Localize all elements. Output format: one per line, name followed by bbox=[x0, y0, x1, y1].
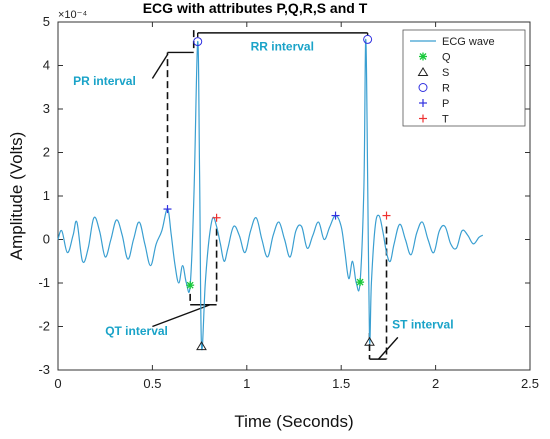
x-tick-label: 2.5 bbox=[521, 376, 539, 391]
marker-q-stroke bbox=[356, 278, 364, 286]
x-tick-label: 0 bbox=[54, 376, 61, 391]
annotation-rr-interval: RR interval bbox=[251, 39, 314, 53]
wave-layer bbox=[57, 38, 484, 351]
marker-layer bbox=[163, 34, 391, 351]
legend-label-p: P bbox=[442, 98, 449, 110]
legend-swatch-s bbox=[417, 67, 429, 76]
marker-q bbox=[356, 278, 365, 287]
marker-s bbox=[364, 336, 375, 346]
x-tick-label: 1 bbox=[243, 376, 250, 391]
legend-box bbox=[402, 29, 526, 127]
y-tick-label: 5 bbox=[43, 14, 50, 29]
annotation-text-layer: PR interval RR interval QT interval ST inte… bbox=[73, 39, 453, 338]
y-tick-label: 3 bbox=[43, 101, 50, 116]
y-tick-label: -3 bbox=[38, 362, 50, 377]
x-tick-label: 0.5 bbox=[143, 376, 161, 391]
marker-r bbox=[363, 34, 373, 44]
ticks-layer: 0 0.5 1 1.5 2 2.5 -3 -2 -1 0 1 2 3 4 5 bbox=[38, 14, 539, 391]
marker-s-shape bbox=[364, 336, 375, 346]
y-tick-label: 1 bbox=[43, 188, 50, 203]
x-axis-title: Time (Seconds) bbox=[234, 412, 353, 431]
legend-swatch-q-stroke bbox=[419, 53, 427, 60]
marker-t bbox=[212, 213, 221, 222]
marker-r-shape bbox=[193, 37, 203, 47]
marker-q bbox=[186, 281, 195, 290]
y-tick-label: 0 bbox=[43, 232, 50, 247]
marker-r bbox=[193, 37, 203, 47]
marker-t bbox=[382, 211, 391, 220]
y-tick-label: 2 bbox=[43, 145, 50, 160]
legend-swatch-r bbox=[418, 83, 428, 92]
marker-s bbox=[196, 341, 207, 351]
annotation-st-interval: ST interval bbox=[392, 318, 453, 332]
chart-title: ECG with attributes P,Q,R,S and T bbox=[143, 0, 368, 16]
marker-q-stroke bbox=[186, 281, 194, 289]
annotation-lines bbox=[151, 28, 399, 360]
annotation-qt-interval: QT interval bbox=[105, 324, 168, 338]
y-tick-label: 4 bbox=[43, 58, 50, 73]
legend-swatch-p bbox=[419, 99, 427, 107]
ecg-wave-line bbox=[57, 38, 484, 351]
legend-label-ecg-wave: ECG wave bbox=[442, 36, 495, 48]
y-tick-label: -1 bbox=[38, 275, 50, 290]
marker-s-shape bbox=[196, 341, 207, 351]
st-interval-pointer bbox=[377, 336, 399, 360]
legend-swatch-q bbox=[419, 52, 427, 61]
y-tick-label: -2 bbox=[38, 319, 50, 334]
legend-label-r: R bbox=[442, 83, 450, 95]
x-tick-label: 2 bbox=[432, 376, 439, 391]
marker-p bbox=[331, 211, 340, 220]
legend-swatch-t bbox=[419, 114, 427, 123]
legend-label-t: T bbox=[442, 114, 449, 126]
marker-p bbox=[163, 205, 172, 214]
y-axis-title: Amplitude (Volts) bbox=[7, 132, 26, 261]
marker-r-shape bbox=[363, 34, 373, 44]
x-tick-label: 1.5 bbox=[332, 376, 350, 391]
legend-swatch-r-shape bbox=[418, 83, 428, 92]
legend-label-q: Q bbox=[442, 52, 451, 64]
pr-interval-pointer bbox=[151, 54, 169, 79]
legend-swatch-s-shape bbox=[417, 67, 429, 76]
annotation-pr-interval: PR interval bbox=[73, 74, 136, 88]
y-exponent-label: ×10⁻⁴ bbox=[58, 9, 87, 21]
legend-label-s: S bbox=[442, 67, 449, 79]
